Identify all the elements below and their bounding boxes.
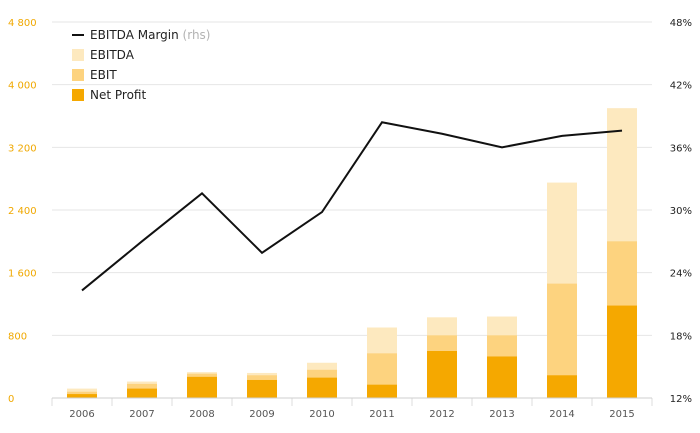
left-tick-label: 3 200 [8,143,37,154]
right-tick-label: 48% [670,18,692,29]
right-tick-label: 36% [670,143,692,154]
right-tick-label: 12% [670,394,692,405]
gridlines [51,21,653,406]
x-tick-label: 2013 [489,409,514,420]
bars [67,108,637,399]
legend-label: EBITDA Margin (rhs) [90,28,211,42]
net-profit-bar [187,376,217,398]
net-profit-bar [427,351,457,398]
left-tick-label: 4 000 [8,81,37,92]
x-tick-label: 2007 [129,409,154,420]
x-tick-label: 2008 [189,409,214,420]
net-profit-bar [547,375,577,398]
net-profit-bar [607,305,637,398]
x-tick-label: 2009 [249,409,274,420]
margin-line [81,121,623,292]
x-tick-label: 2012 [429,409,454,420]
net-profit-bar [487,356,517,398]
legend-note: (rhs) [179,28,211,42]
x-tick-label: 2015 [609,409,634,420]
legend-label: EBIT [90,68,117,82]
right-tick-label: 24% [670,269,692,280]
right-tick-label: 18% [670,331,692,342]
net-profit-bar [307,377,337,398]
net-profit-bar [367,384,397,398]
ebitda-margin-line [81,121,623,292]
axes: 0 800 1 600 2 400 3 200 4 000 4 800 12% 18% 24% 30… [8,18,692,420]
legend-label: Net Profit [90,88,146,102]
legend: EBITDA Margin (rhs) EBITDA EBIT Net Profit [72,28,211,102]
left-tick-label: 4 800 [8,18,37,29]
x-tick-label: 2014 [549,409,574,420]
net-profit-bar [247,379,277,398]
right-tick-label: 42% [670,81,692,92]
x-tick-label: 2010 [309,409,334,420]
net-profit-bar [67,394,97,398]
legend-swatch [72,69,84,81]
legend-label: EBITDA [90,48,135,62]
left-tick-label: 800 [8,331,27,342]
left-tick-label: 1 600 [8,269,37,280]
left-tick-label: 0 [8,394,14,405]
legend-swatch [72,49,84,61]
left-tick-label: 2 400 [8,206,37,217]
net-profit-bar [127,388,157,398]
x-tick-label: 2011 [369,409,394,420]
right-tick-label: 30% [670,206,692,217]
legend-swatch [72,89,84,101]
x-tick-label: 2006 [69,409,94,420]
